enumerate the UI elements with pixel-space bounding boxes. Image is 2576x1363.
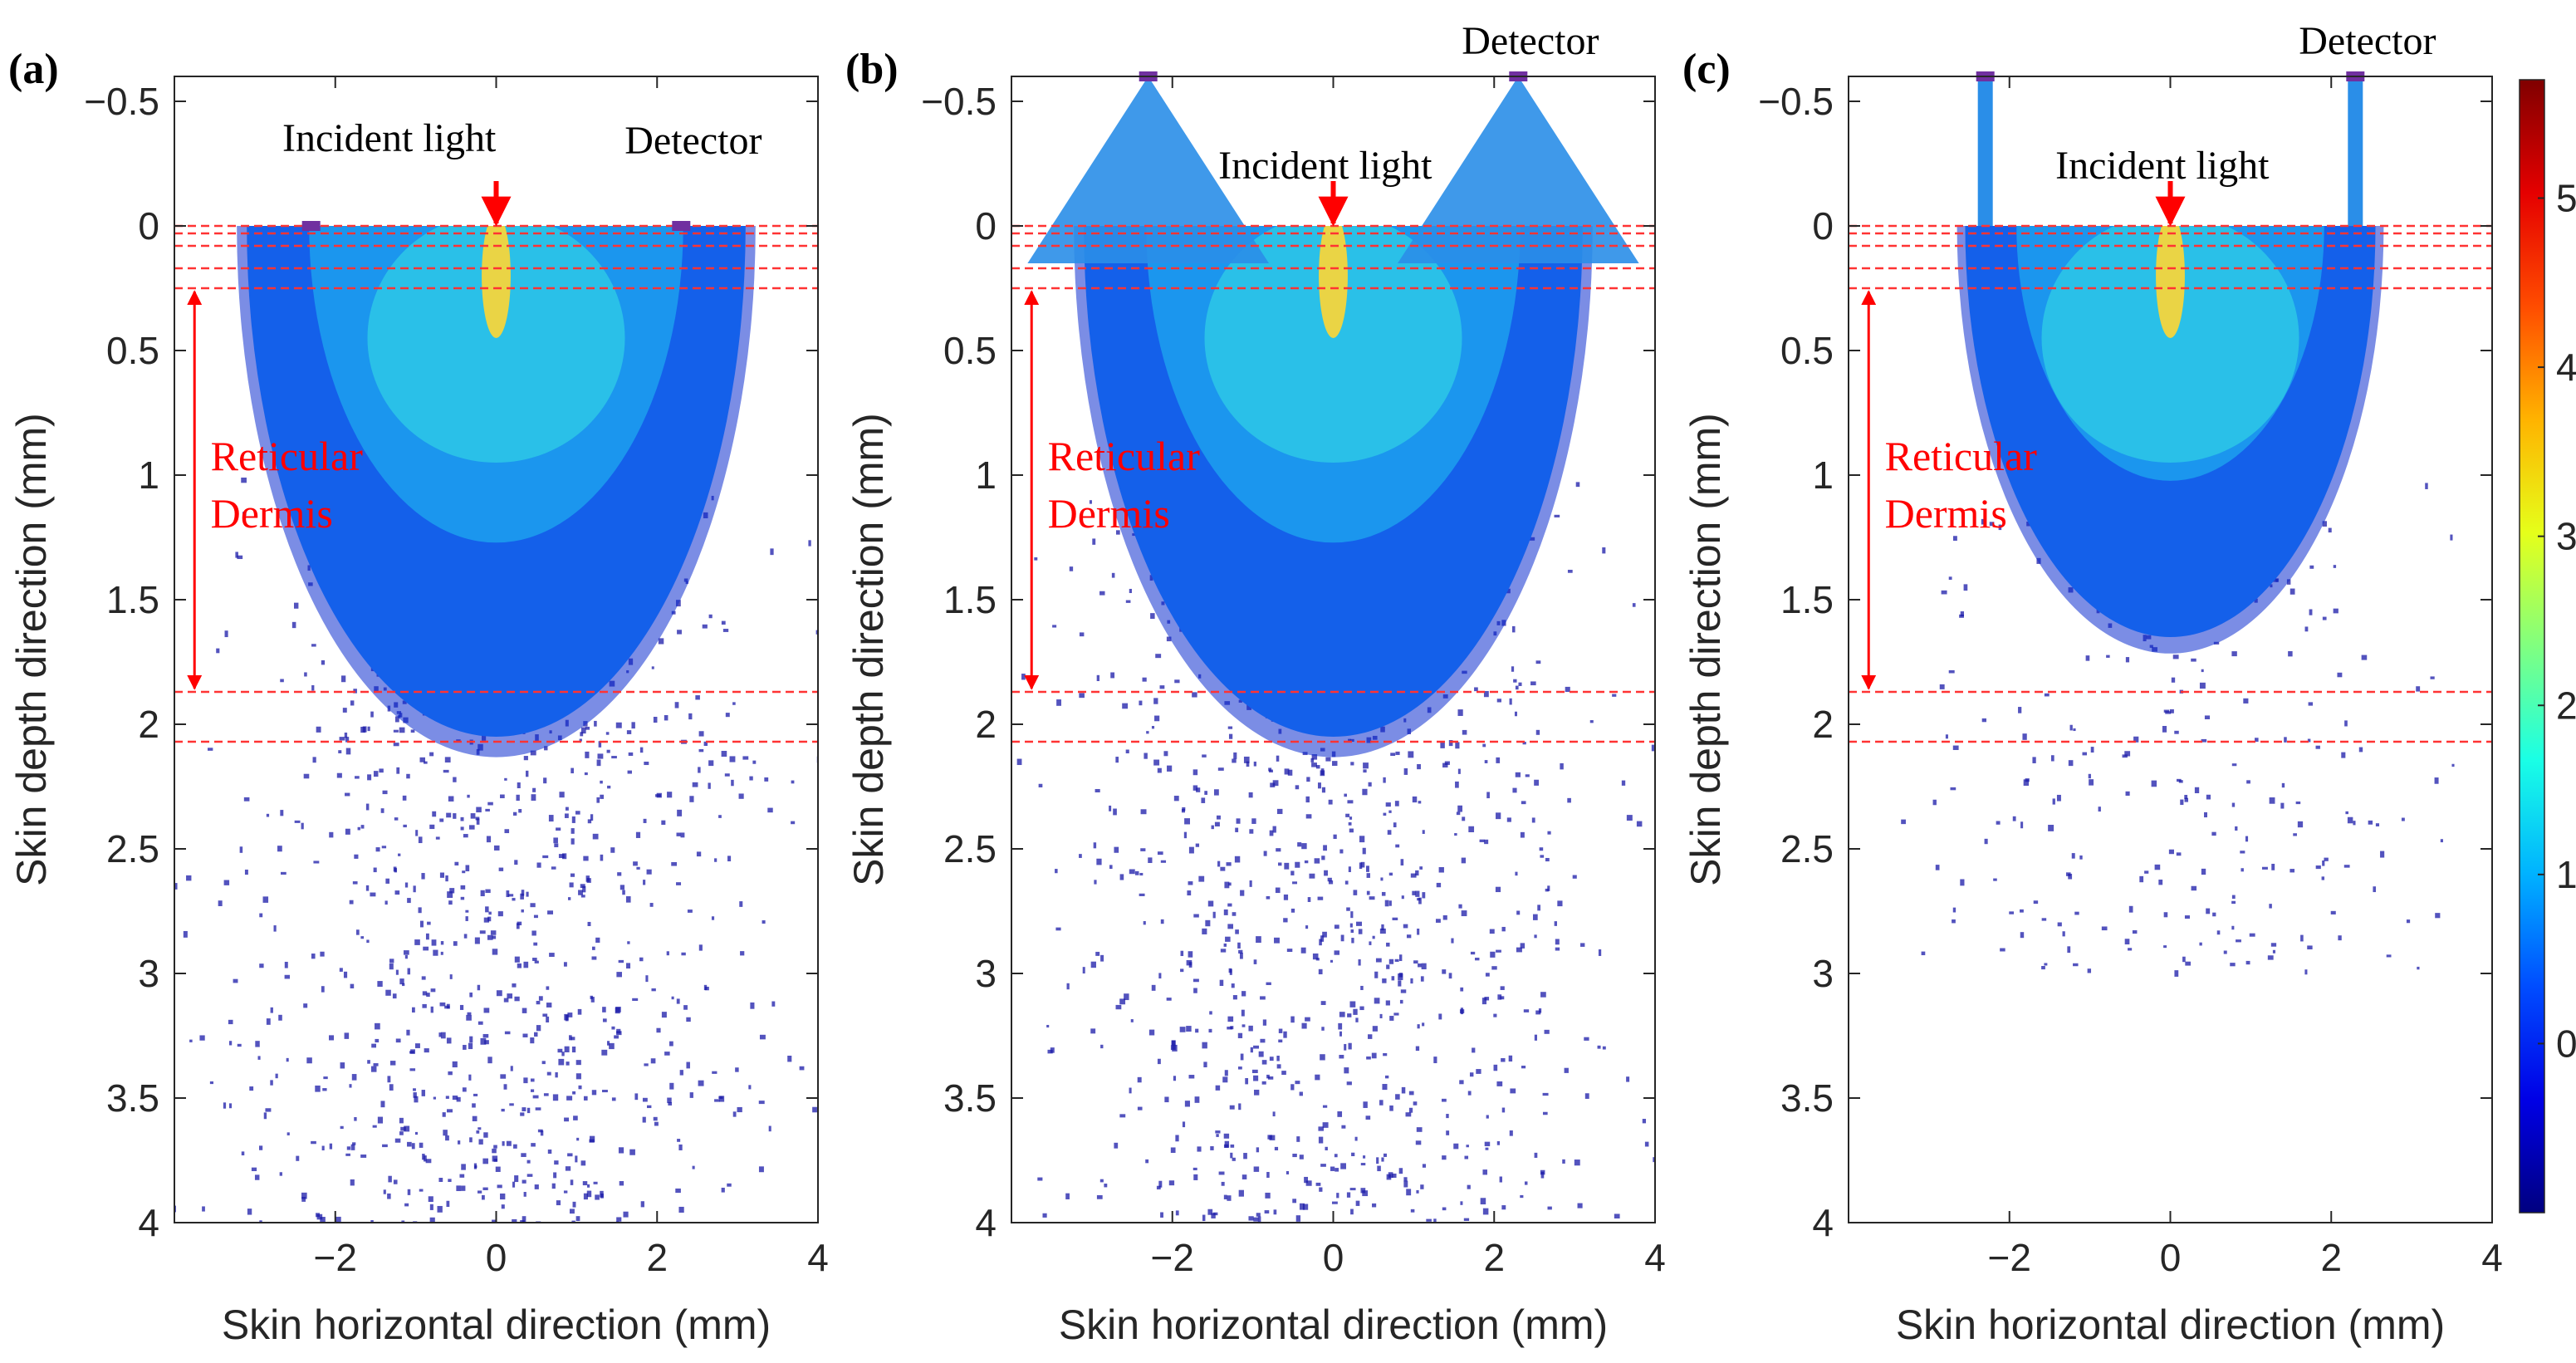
deep-scatter [1016, 475, 1655, 1223]
y-tick-label: 1 [138, 454, 159, 497]
colorbar-gradient [2519, 79, 2545, 1213]
y-tick-label: 1 [975, 454, 997, 497]
y-tick-label: 2.5 [106, 827, 159, 870]
reticular-dermis-label-1: Reticular [1048, 433, 1201, 479]
x-tick-label: −2 [314, 1236, 357, 1279]
y-tick-label: 2.5 [1780, 827, 1834, 870]
detector-marker-1 [301, 221, 321, 231]
colorbar-tick-label: 2 [2556, 684, 2576, 727]
incident-light-label: Incident light [1218, 144, 1432, 188]
colorbar-tick-label: 3 [2556, 515, 2576, 558]
y-tick-label: 3.5 [1780, 1076, 1834, 1120]
incident-light-label: Incident light [282, 116, 497, 160]
detector-label: Detector [2299, 19, 2436, 63]
plot-area [174, 76, 818, 1223]
x-tick-label: −2 [1988, 1236, 2031, 1279]
y-tick-label: 4 [138, 1201, 159, 1244]
detector-cone-2 [1398, 76, 1639, 263]
detector-column-1 [1977, 76, 1993, 226]
y-tick-label: 0 [138, 204, 159, 248]
colorbar-tick-label: 1 [2556, 853, 2576, 896]
y-tick-label: 2.5 [943, 827, 997, 870]
y-tick-label: 2 [1812, 703, 1834, 746]
y-tick-label: 3 [975, 952, 997, 995]
reticular-dermis-label-1: Reticular [211, 433, 364, 479]
y-tick-label: 4 [975, 1201, 997, 1244]
x-tick-label: 4 [2481, 1236, 2503, 1279]
reticular-dermis-label-2: Dermis [211, 490, 333, 537]
colorbar: 0 1 2 3 4 5 [2519, 79, 2576, 1213]
panel-label: (a) [8, 46, 59, 93]
y-tick-label: 0.5 [943, 329, 997, 372]
y-tick-label: 1.5 [106, 578, 159, 621]
y-tick-label: 1.5 [1780, 578, 1834, 621]
reticular-dermis-label-1: Reticular [1885, 433, 2038, 479]
y-axis-title: Skin depth direction (mm) [8, 413, 55, 886]
y-tick-label: 3 [1812, 952, 1834, 995]
detector-label: Detector [624, 119, 762, 163]
detector-cone-1 [1027, 76, 1269, 263]
y-tick-label: 0.5 [1780, 329, 1834, 372]
y-tick-label: 1.5 [943, 578, 997, 621]
x-tick-label: 2 [646, 1236, 668, 1279]
x-tick-label: 0 [2160, 1236, 2182, 1279]
x-axis-title: Skin horizontal direction (mm) [222, 1302, 771, 1348]
detector-marker-2 [672, 221, 691, 231]
y-axis-title: Skin depth direction (mm) [845, 413, 892, 886]
reticular-dermis-label-2: Dermis [1885, 490, 2007, 537]
y-tick-label: 3 [138, 952, 159, 995]
incident-light-label: Incident light [2055, 144, 2270, 188]
y-axis-title: Skin depth direction (mm) [1682, 413, 1729, 886]
panel-c: Incident light Detector Reticular Dermis −2 0… [1682, 19, 2503, 1348]
x-tick-label: 2 [1483, 1236, 1505, 1279]
panel-a: Incident light Detector Reticular Dermis −2 0… [8, 46, 829, 1348]
colorbar-tick-label: 5 [2556, 177, 2576, 220]
y-tick-label: 1 [1812, 454, 1834, 497]
fluence-hotspot [2156, 213, 2185, 338]
fluence-hotspot [482, 213, 511, 338]
y-tick-label: −0.5 [84, 80, 159, 123]
x-tick-label: 0 [486, 1236, 507, 1279]
y-tick-label: 3.5 [106, 1076, 159, 1120]
y-tick-label: −0.5 [1758, 80, 1834, 123]
y-tick-label: 2 [138, 703, 159, 746]
colorbar-tick-label: 4 [2556, 346, 2576, 389]
y-tick-label: 0 [1812, 204, 1834, 248]
y-tick-label: 0 [975, 204, 997, 248]
x-axis-title: Skin horizontal direction (mm) [1896, 1302, 2445, 1348]
x-axis-title: Skin horizontal direction (mm) [1059, 1302, 1608, 1348]
y-tick-label: 0.5 [106, 329, 159, 372]
detector-column-2 [2348, 76, 2363, 226]
y-tick-label: 2 [975, 703, 997, 746]
x-tick-label: −2 [1151, 1236, 1194, 1279]
x-tick-label: 0 [1323, 1236, 1344, 1279]
x-tick-label: 4 [807, 1236, 829, 1279]
reticular-dermis-label-2: Dermis [1048, 490, 1170, 537]
y-tick-label: 3.5 [943, 1076, 997, 1120]
panel-label: (b) [845, 46, 899, 93]
detector-label: Detector [1462, 19, 1599, 63]
y-tick-label: 4 [1812, 1201, 1834, 1244]
panel-label: (c) [1682, 46, 1731, 93]
panel-b: Incident light Detector Reticular Dermis −2 0… [845, 19, 1666, 1348]
fluence-hotspot [1319, 213, 1348, 338]
colorbar-tick-label: 0 [2556, 1022, 2576, 1065]
x-tick-label: 2 [2320, 1236, 2342, 1279]
y-tick-label: −0.5 [921, 80, 997, 123]
x-tick-label: 4 [1644, 1236, 1666, 1279]
